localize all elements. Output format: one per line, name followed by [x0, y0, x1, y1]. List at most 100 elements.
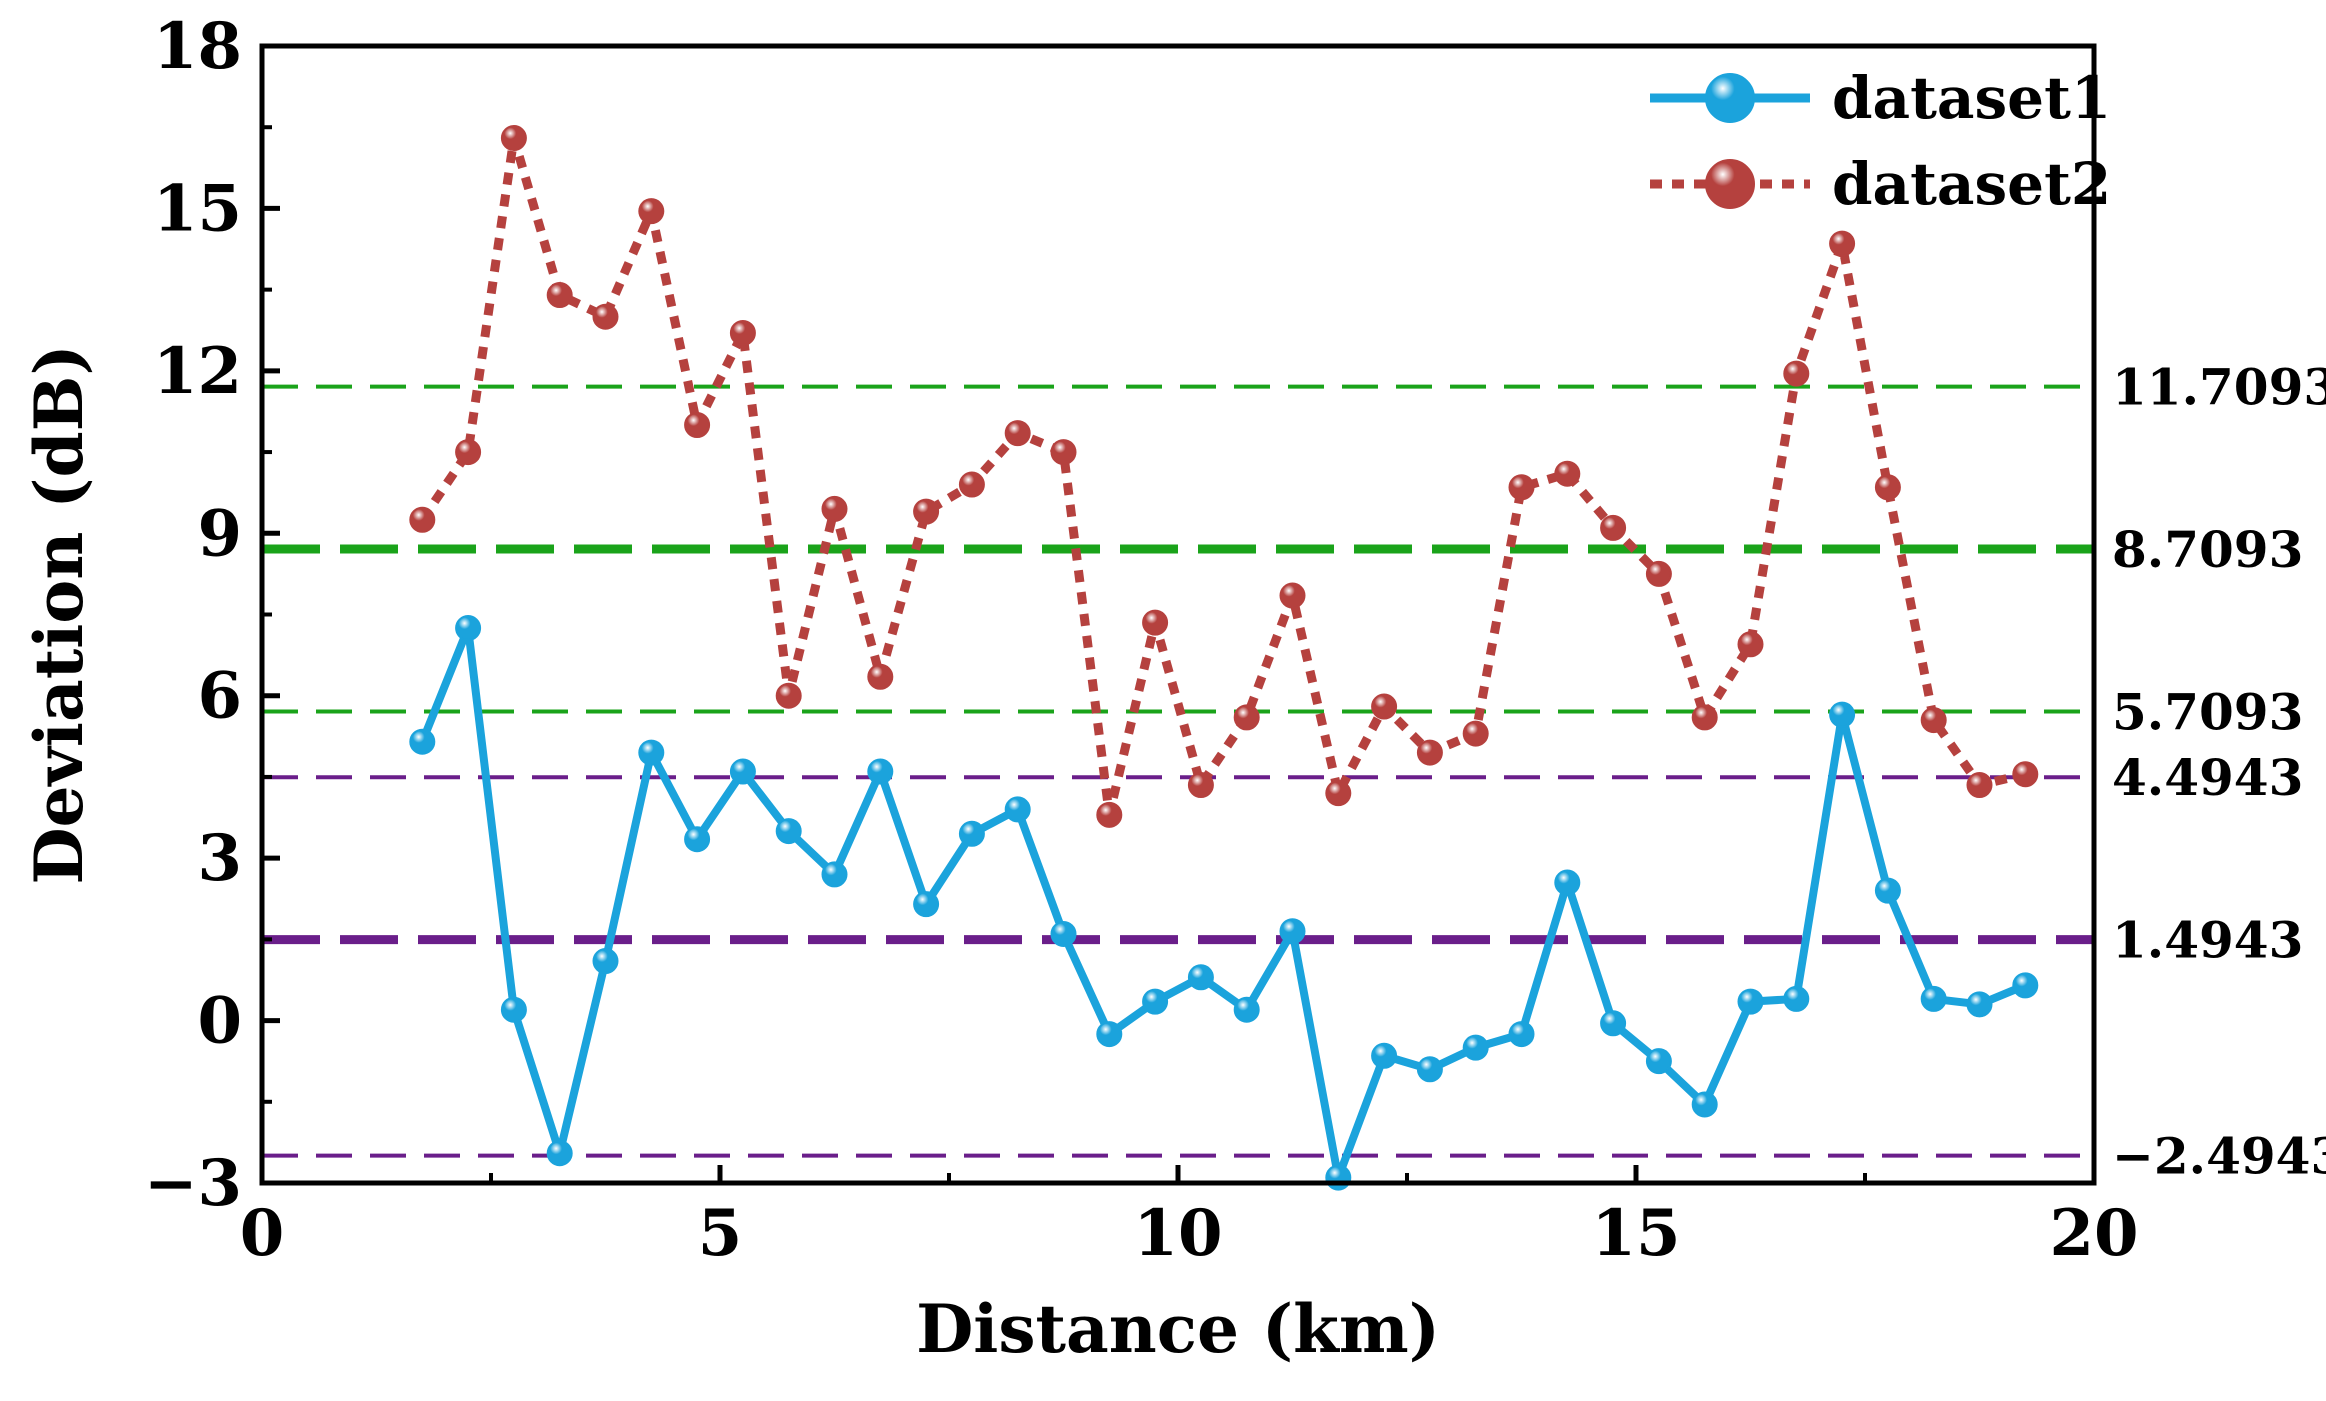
y-tick-label: 3 — [197, 821, 242, 896]
reference-label-5: −2.4943 — [2112, 1127, 2326, 1186]
data-point — [1874, 474, 1901, 501]
data-point — [1600, 1010, 1627, 1037]
data-point — [546, 1140, 573, 1167]
data-point — [1371, 693, 1398, 720]
y-tick-label: 15 — [153, 171, 242, 246]
data-point — [1783, 985, 1810, 1012]
data-point — [1554, 869, 1581, 896]
y-tick-label: 12 — [153, 334, 242, 409]
data-point — [1416, 739, 1443, 766]
data-point — [1004, 420, 1031, 447]
data-point — [2012, 972, 2039, 999]
data-point — [592, 303, 619, 330]
data-point — [1187, 964, 1214, 991]
data-point — [913, 891, 940, 918]
data-point — [958, 820, 985, 847]
series-dataset2 — [409, 125, 2039, 828]
data-point — [867, 758, 894, 785]
x-tick-label: 0 — [240, 1196, 285, 1271]
data-point — [1737, 988, 1764, 1015]
legend: dataset1 dataset2 — [1650, 64, 2111, 218]
data-point — [1966, 991, 1993, 1018]
y-tick-label: 0 — [197, 984, 242, 1059]
data-point — [775, 682, 802, 709]
data-point — [1554, 460, 1581, 487]
data-point — [409, 506, 436, 533]
series-layer — [409, 125, 2039, 1191]
data-point — [1096, 1021, 1123, 1048]
data-point — [409, 728, 436, 755]
data-point — [455, 615, 482, 642]
data-point — [1462, 720, 1489, 747]
data-point — [1325, 780, 1352, 807]
data-point — [775, 818, 802, 845]
data-point — [913, 498, 940, 525]
reference-lines: 11.7093 8.7093 5.7093 4.4943 1.4943 −2.4943 — [262, 358, 2326, 1186]
data-point — [1691, 704, 1718, 731]
data-point — [592, 948, 619, 975]
x-axis-title: Distance (km) — [916, 1290, 1440, 1368]
data-point — [867, 663, 894, 690]
data-point — [1050, 439, 1077, 466]
series-line-dataset2 — [418, 133, 2027, 820]
data-point — [2012, 761, 2039, 788]
reference-label-4: 1.4943 — [2112, 911, 2303, 970]
series-dataset1 — [409, 615, 2039, 1191]
data-point — [1920, 985, 1947, 1012]
data-point — [1325, 1164, 1352, 1191]
data-point — [455, 439, 482, 466]
data-point — [1004, 796, 1031, 823]
data-point — [1233, 996, 1260, 1023]
data-point — [1050, 920, 1077, 947]
reference-label-3: 4.4943 — [2112, 748, 2303, 807]
x-tick-label: 20 — [2049, 1196, 2138, 1271]
data-point — [500, 996, 527, 1023]
reference-label-0: 11.7093 — [2112, 358, 2326, 417]
data-point — [1737, 631, 1764, 658]
data-point — [1233, 704, 1260, 731]
data-point — [1096, 801, 1123, 828]
data-point — [1600, 514, 1627, 541]
reference-label-2: 5.7093 — [2112, 682, 2303, 741]
data-point — [1508, 1021, 1535, 1048]
x-tick-label: 5 — [698, 1196, 743, 1271]
y-tick-label: 18 — [153, 9, 242, 84]
data-point — [1783, 360, 1810, 387]
data-point — [1829, 701, 1856, 728]
data-point — [1829, 230, 1856, 257]
y-axis-title: Deviation (dB) — [20, 344, 98, 884]
data-point — [1462, 1034, 1489, 1061]
legend-label-dataset2: dataset2 — [1832, 150, 2111, 218]
data-point — [729, 758, 756, 785]
legend-marker-dataset2 — [1705, 159, 1755, 209]
data-point — [1645, 560, 1672, 587]
data-point — [1691, 1091, 1718, 1118]
data-point — [546, 282, 573, 309]
plot-frame — [259, 43, 2097, 1186]
data-point — [1966, 772, 1993, 799]
data-point — [500, 125, 527, 152]
data-point — [958, 471, 985, 498]
data-point — [821, 861, 848, 888]
y-tick-label: 9 — [197, 496, 242, 571]
y-tick-label: −3 — [144, 1146, 242, 1221]
data-point — [684, 826, 711, 853]
data-point — [1920, 707, 1947, 734]
data-point — [821, 495, 848, 522]
data-point — [1279, 582, 1306, 609]
x-tick-label: 10 — [1133, 1196, 1222, 1271]
data-point — [1371, 1042, 1398, 1069]
reference-label-1: 8.7093 — [2112, 520, 2303, 579]
data-point — [729, 319, 756, 346]
data-point — [1142, 609, 1169, 636]
data-point — [1142, 988, 1169, 1015]
x-tick-label: 15 — [1591, 1196, 1680, 1271]
data-point — [1416, 1056, 1443, 1083]
y-tick-label: 6 — [197, 659, 242, 734]
data-point — [638, 198, 665, 225]
data-point — [1279, 918, 1306, 945]
data-point — [1645, 1048, 1672, 1075]
data-point — [684, 412, 711, 438]
legend-label-dataset1: dataset1 — [1832, 64, 2111, 132]
